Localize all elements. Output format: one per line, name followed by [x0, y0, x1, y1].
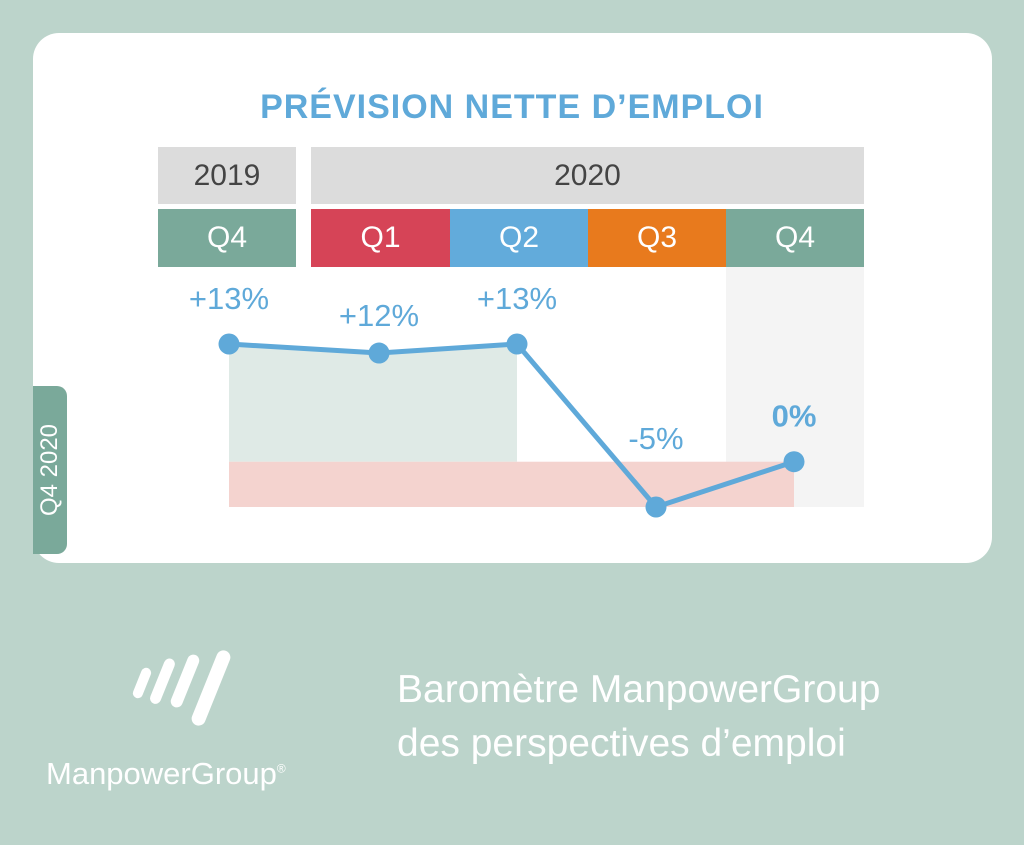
- data-point: [218, 333, 240, 355]
- registered-mark: ®: [276, 761, 286, 776]
- manpowergroup-logo-icon: [132, 650, 231, 726]
- quarter-header-q4-2020: Q4: [726, 209, 864, 267]
- area-fills: [229, 344, 794, 507]
- period-tab-label: Q4 2020: [36, 423, 63, 517]
- data-label: +13%: [477, 281, 557, 316]
- data-point: [368, 342, 390, 364]
- data-point: [506, 333, 528, 355]
- year-header-2020: 2020: [311, 147, 864, 204]
- data-points: [218, 333, 805, 518]
- data-label: -5%: [628, 421, 683, 456]
- quarter-header-q4-2019: Q4: [158, 209, 296, 267]
- footer-title-line-2: des perspectives d’emploi: [397, 722, 846, 765]
- data-label: 0%: [772, 399, 817, 434]
- data-label: +12%: [339, 298, 419, 333]
- data-point: [645, 496, 667, 518]
- chart-title: PRÉVISION NETTE D’EMPLOI: [260, 88, 764, 126]
- positive-area: [229, 344, 517, 462]
- data-label: +13%: [189, 281, 269, 316]
- brand-name: ManpowerGroup®: [46, 756, 286, 792]
- quarter-header-q1-2020: Q1: [311, 209, 450, 267]
- negative-band: [229, 461, 794, 507]
- data-point: [783, 451, 805, 473]
- period-tab: Q4 2020: [33, 386, 67, 554]
- footer-title-line-1: Baromètre ManpowerGroup: [397, 668, 881, 711]
- brand-name-text: ManpowerGroup: [46, 756, 277, 791]
- data-labels: +13% +12% +13% -5% 0%: [189, 281, 816, 456]
- quarter-header-q3-2020: Q3: [588, 209, 726, 267]
- year-header-2019: 2019: [158, 147, 296, 204]
- quarter-header-q2-2020: Q2: [450, 209, 588, 267]
